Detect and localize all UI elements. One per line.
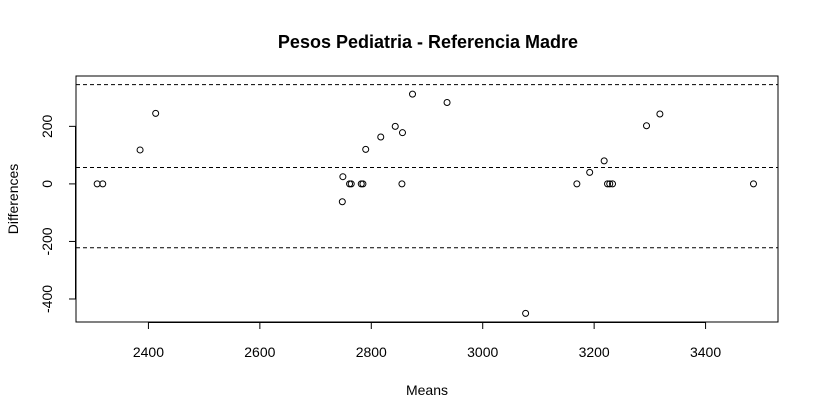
data-point [359,180,367,188]
y-tick-label: 0 [39,180,55,188]
data-point [391,122,399,130]
data-point [573,180,581,188]
data-point [377,133,385,141]
data-point [749,180,757,188]
data-point [398,129,406,137]
data-point [339,173,347,181]
y-tick-label: -200 [39,227,55,255]
y-axis: -400 -200 0 200 [39,114,76,313]
data-point [643,122,651,130]
chart-title: Pesos Pediatria - Referencia Madre [278,32,578,52]
x-tick-label: 3000 [467,344,498,360]
x-axis: 2400 2600 2800 3000 3200 3400 [133,322,721,360]
x-tick-label: 2600 [244,344,275,360]
x-tick-label: 3200 [579,344,610,360]
data-point [586,168,594,176]
data-point [409,90,417,98]
reference-lines [76,84,778,249]
data-point [443,98,451,106]
data-point [656,110,664,118]
y-tick-label: 200 [39,114,55,138]
x-tick-label: 3400 [690,344,721,360]
y-axis-label: Differences [5,164,21,235]
x-tick-label: 2400 [133,344,164,360]
data-point [152,109,160,117]
data-point [609,180,617,188]
plot-frame [75,75,779,323]
data-point [600,157,608,165]
data-point [99,180,107,188]
y-tick-label: -400 [39,285,55,313]
x-tick-label: 2800 [356,344,387,360]
data-point [338,198,346,206]
data-point [522,309,530,317]
data-point [136,146,144,154]
data-point [347,180,355,188]
data-point [604,180,612,188]
data-point [398,180,406,188]
x-axis-label: Means [406,382,448,398]
data-point [362,145,370,153]
data-point [606,180,614,188]
data-points [93,90,757,317]
